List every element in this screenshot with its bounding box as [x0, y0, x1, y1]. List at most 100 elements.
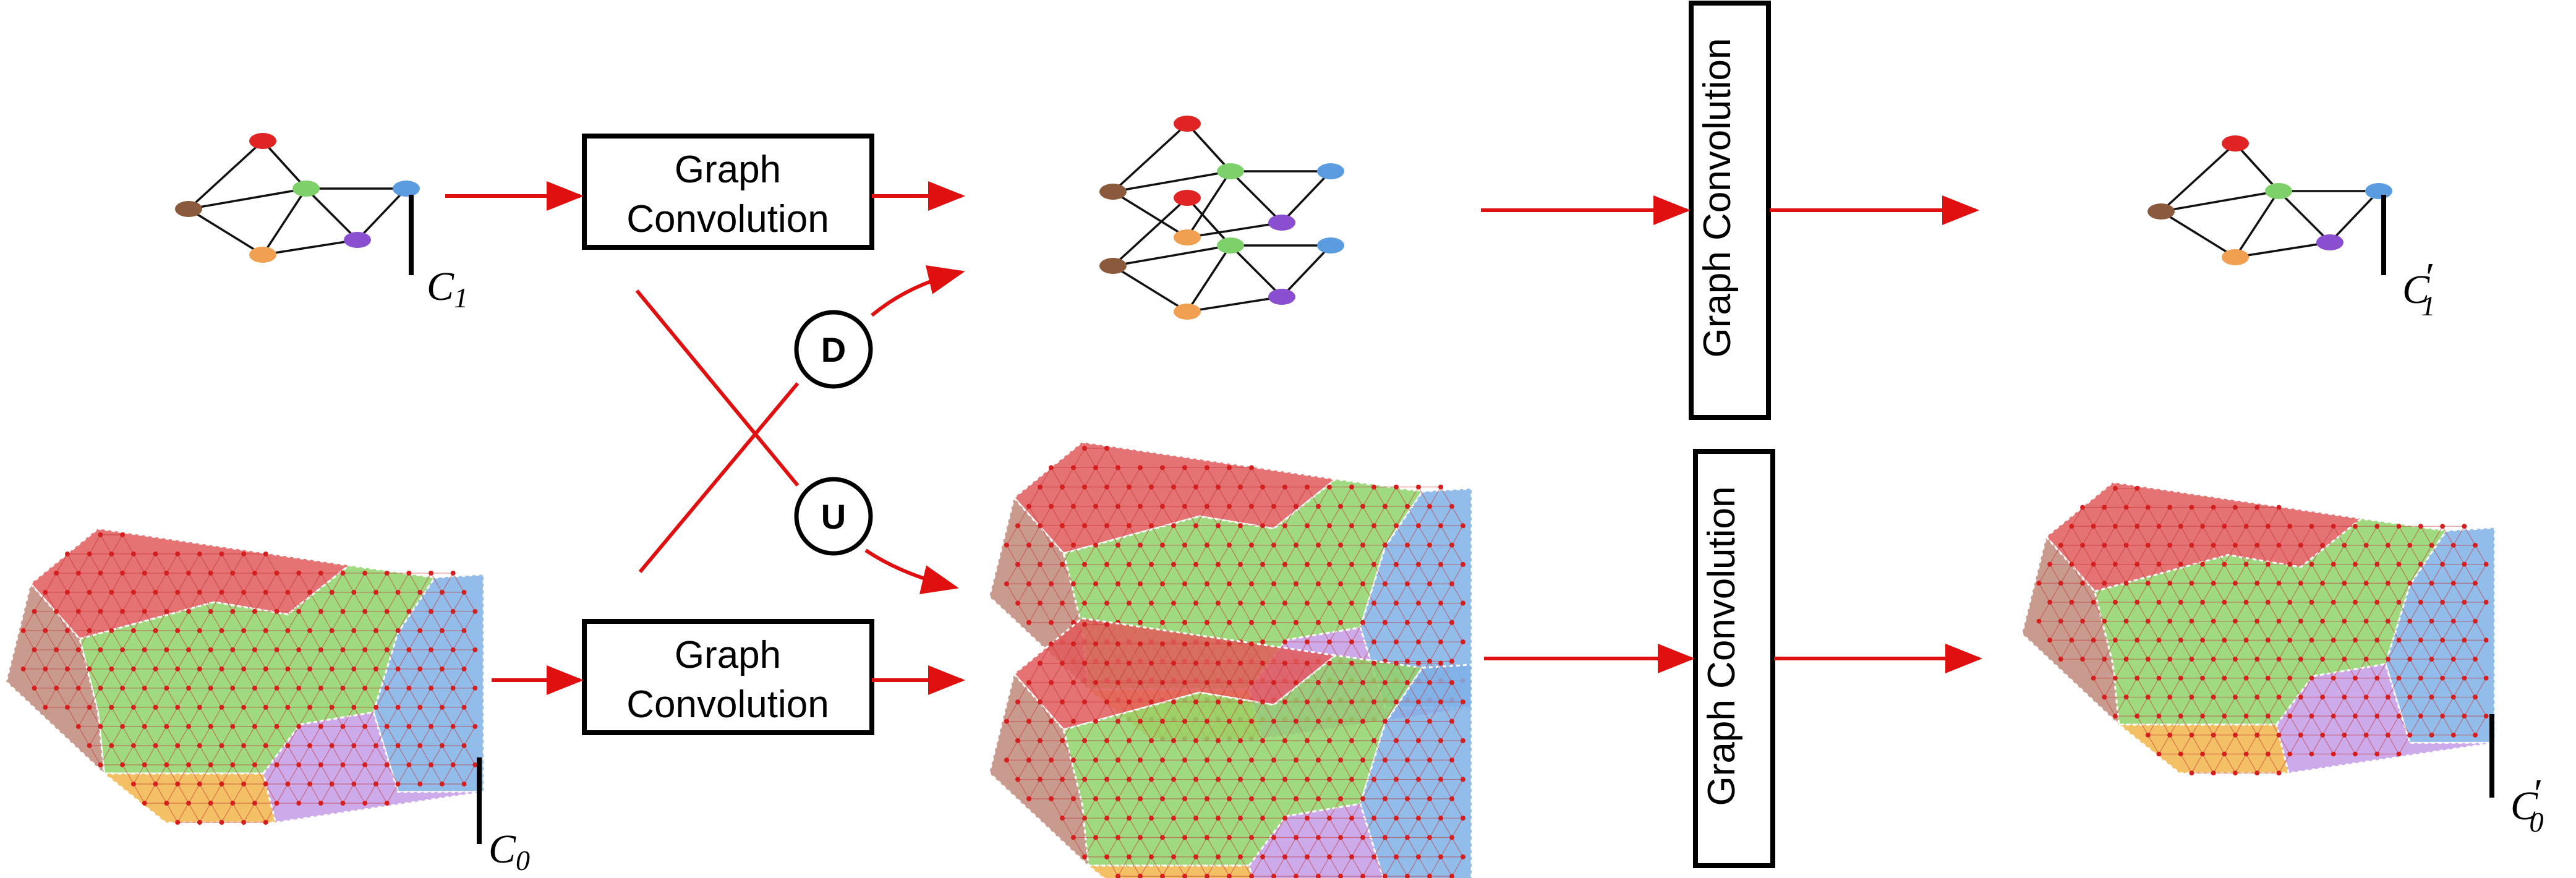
- mesh-edge: [2235, 715, 2247, 736]
- mesh-edge: [331, 726, 344, 746]
- mesh-edge: [287, 783, 299, 804]
- mesh-edge: [2136, 678, 2149, 697]
- mesh-edge: [320, 745, 333, 765]
- mesh-edge: [2126, 697, 2138, 717]
- mesh-edge: [2311, 678, 2323, 697]
- mesh-edge: [1117, 487, 1130, 507]
- mesh-edge: [254, 553, 267, 574]
- mesh-edge: [1451, 759, 1464, 780]
- mesh-edge: [1295, 487, 1308, 507]
- mesh-edge: [2376, 564, 2389, 584]
- mesh-edge: [265, 573, 278, 593]
- mesh-vertex: [263, 820, 268, 825]
- mesh-edge: [2475, 582, 2487, 603]
- mesh-edge: [1017, 525, 1030, 545]
- mesh-edge: [1273, 622, 1286, 642]
- mesh-edge: [331, 592, 344, 612]
- mesh-vertex: [450, 608, 456, 614]
- mesh-edge: [1240, 644, 1252, 663]
- mesh-edge: [1251, 644, 1263, 663]
- mesh-edge: [2082, 507, 2094, 527]
- label-c0: C0: [488, 827, 530, 876]
- graph-convolution-box-bottom: Graph Convolution: [582, 619, 874, 735]
- mesh-edge: [1028, 682, 1041, 702]
- mesh-edge: [254, 764, 267, 785]
- mesh-edge: [1440, 740, 1452, 761]
- mesh-edge: [188, 745, 200, 765]
- mesh-edge: [1218, 682, 1230, 702]
- mesh-edge: [144, 668, 156, 689]
- mesh-edge: [199, 668, 211, 689]
- mesh-edge: [2278, 621, 2290, 641]
- mesh-edge: [2191, 507, 2203, 527]
- mesh-edge: [1229, 798, 1241, 819]
- mesh-edge: [1340, 701, 1352, 722]
- mesh-edge: [1173, 487, 1185, 507]
- mesh-edge: [1351, 525, 1363, 545]
- mesh-edge: [1062, 603, 1074, 623]
- mesh-edge: [1084, 603, 1096, 623]
- mesh-edge: [1184, 564, 1196, 584]
- mesh-edge: [1340, 622, 1352, 642]
- mesh-edge: [287, 573, 299, 593]
- mesh-edge: [221, 630, 233, 650]
- mesh-edge: [1384, 506, 1397, 526]
- mesh-edge: [1229, 467, 1241, 487]
- mesh-edge: [2180, 602, 2192, 621]
- mesh-edge: [2147, 715, 2160, 736]
- mesh-edge: [2213, 735, 2225, 754]
- mesh-edge: [2060, 582, 2072, 603]
- mesh-edge: [144, 553, 156, 574]
- mesh-edge: [133, 573, 145, 593]
- mesh-edge: [23, 611, 35, 631]
- mesh-edge: [1440, 856, 1452, 877]
- mesh-edge: [1184, 467, 1196, 487]
- mesh-edge: [1307, 837, 1319, 858]
- mesh-edge: [2300, 621, 2312, 641]
- mesh-edge: [309, 630, 322, 650]
- mesh-edge: [2278, 754, 2290, 774]
- mesh-edge: [309, 783, 322, 804]
- mesh-edge: [221, 726, 233, 746]
- mesh-edge: [1362, 583, 1375, 603]
- mesh-edge: [1151, 583, 1163, 603]
- mesh-edge: [1362, 641, 1375, 662]
- mesh-edge: [1318, 545, 1330, 565]
- mesh-edge: [463, 688, 476, 708]
- mesh-edge: [1218, 467, 1230, 487]
- mesh-edge: [2104, 640, 2116, 660]
- mesh-edge: [1073, 740, 1085, 761]
- mesh-edge: [1240, 603, 1252, 623]
- mesh-edge: [408, 649, 420, 670]
- mesh-edge: [298, 764, 310, 785]
- graph-edge: [262, 239, 358, 256]
- mesh-edge: [1195, 682, 1208, 702]
- mesh-edge: [1173, 798, 1185, 819]
- mesh-edge: [1017, 583, 1030, 603]
- mesh-edge: [1451, 856, 1464, 877]
- mesh-edge: [1273, 779, 1286, 799]
- mesh-edge: [2104, 582, 2116, 603]
- mesh-edge: [1218, 856, 1230, 877]
- mesh-edge: [1218, 779, 1230, 799]
- mesh-edge: [2115, 582, 2127, 603]
- mesh-edge: [1351, 583, 1363, 603]
- mesh-edge: [2442, 658, 2454, 679]
- mesh-edge: [1084, 759, 1096, 780]
- mesh-edge: [2246, 754, 2258, 774]
- mesh-edge: [408, 764, 420, 785]
- mesh-edge: [1329, 682, 1341, 702]
- mesh-edge: [1173, 837, 1185, 858]
- mesh-edge: [1273, 506, 1286, 526]
- mesh-edge: [2158, 602, 2170, 621]
- mesh-edge: [320, 764, 333, 785]
- mesh-edge: [1407, 798, 1419, 819]
- mesh-edge: [144, 764, 156, 785]
- mesh-edge: [1028, 545, 1041, 565]
- mesh-edge: [309, 649, 322, 670]
- mesh-edge: [210, 707, 223, 727]
- mesh-edge: [386, 726, 399, 746]
- mesh-edge: [1028, 759, 1041, 780]
- mesh-edge: [1351, 682, 1363, 702]
- mesh-edge: [1273, 525, 1286, 545]
